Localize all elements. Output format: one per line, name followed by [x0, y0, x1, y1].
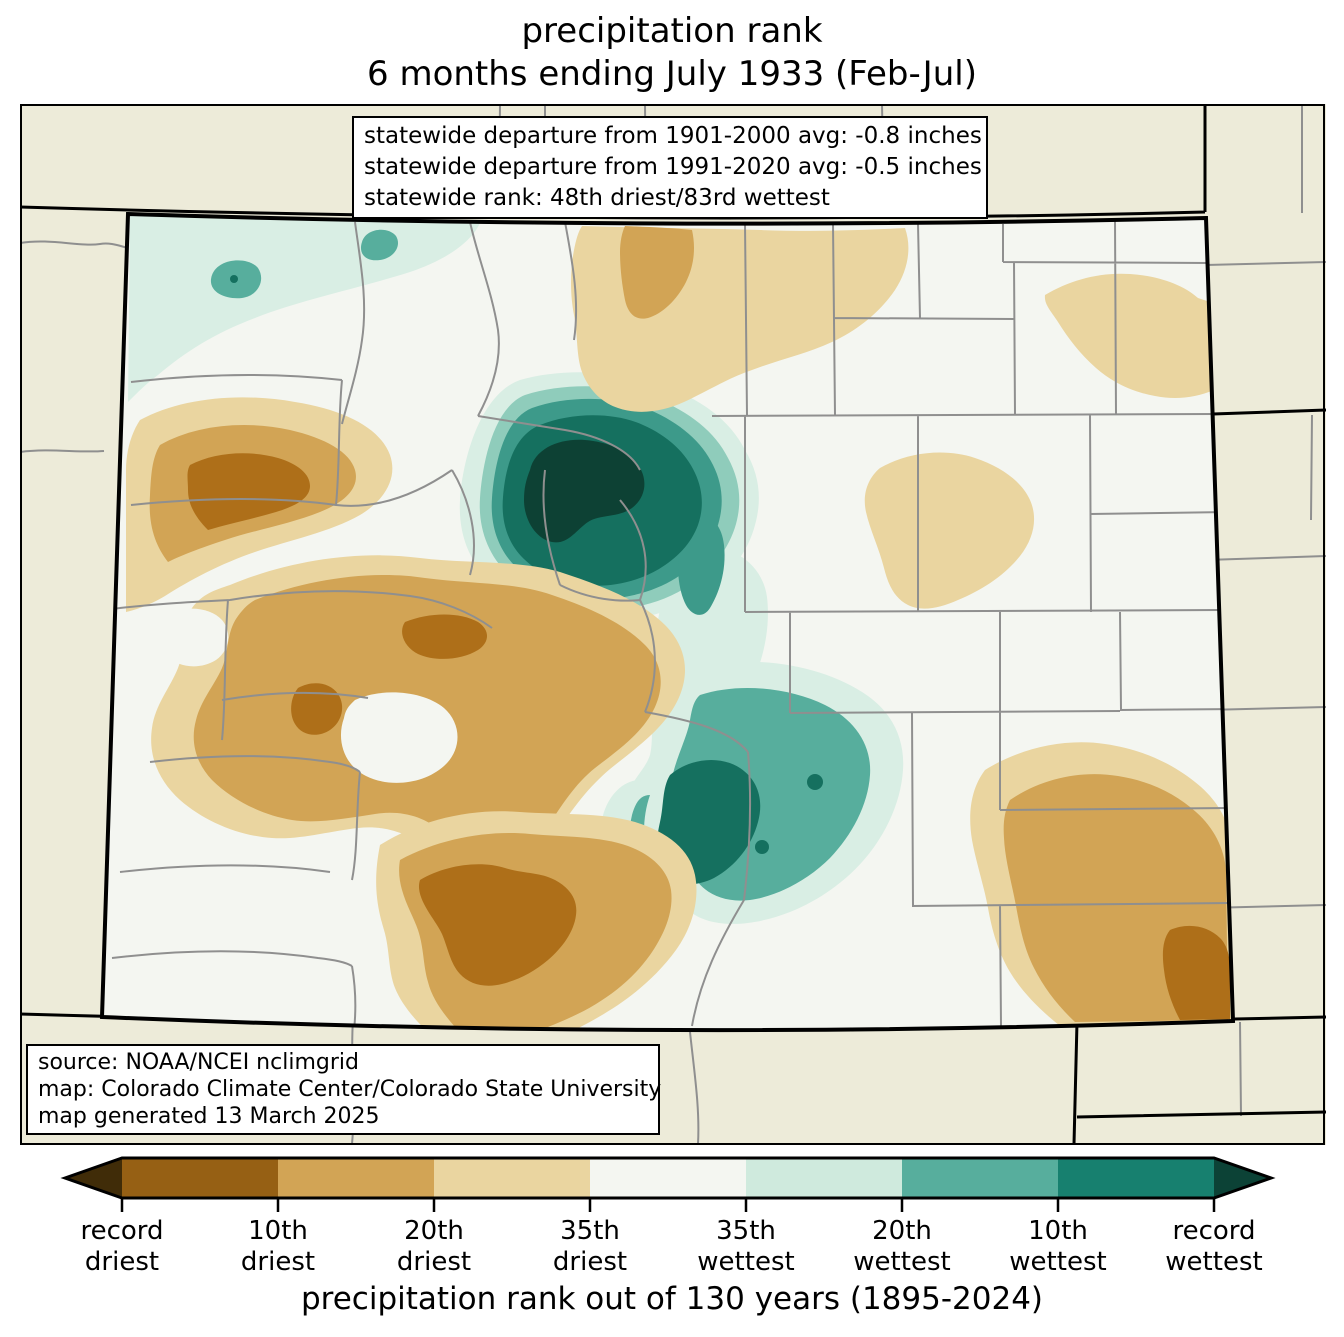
statewide-stats-box: statewide departure from 1901-2000 avg: … [352, 116, 988, 219]
page-title: precipitation rank 6 months ending July … [0, 10, 1344, 96]
record-wettest-arrow [1214, 1158, 1271, 1198]
legend-label-record-driest: record driest [80, 1216, 164, 1277]
source-line-3: map generated 13 March 2025 [38, 1104, 380, 1129]
colorbar-ticks [120, 1198, 1216, 1212]
stats-line-3: statewide rank: 48th driest/83rd wettest [364, 185, 830, 211]
colorado-state-border [99, 211, 1236, 1033]
legend-label-35th-wettest: 35th wettest [697, 1216, 795, 1277]
driest-35th-segment [434, 1158, 590, 1198]
source-box: source: NOAA/NCEI nclimgrid map: Colorad… [26, 1044, 662, 1135]
legend-caption: precipitation rank out of 130 years (189… [300, 1281, 1044, 1317]
wettest-20th-segment [902, 1158, 1058, 1198]
map-frame [20, 104, 1325, 1145]
wettest-10th-segment [1058, 1158, 1214, 1198]
legend-label-10th-wettest: 10th wettest [1009, 1216, 1107, 1277]
wettest-35th-segment [746, 1158, 902, 1198]
rank-regions [103, 216, 1233, 1031]
colorbar-segments [65, 1158, 1271, 1198]
legend-label-35th-driest: 35th driest [552, 1216, 628, 1277]
county-lines [103, 219, 1233, 1031]
stats-line-1: statewide departure from 1901-2000 avg: … [364, 123, 982, 149]
title-line-1: precipitation rank [521, 11, 823, 51]
legend-label-record-wettest: record wettest [1165, 1216, 1263, 1277]
colorbar [60, 1156, 1276, 1212]
legend-label-10th-driest: 10th driest [240, 1216, 316, 1277]
dry-regions [126, 226, 1233, 1031]
record-driest-arrow [65, 1158, 122, 1198]
source-line-1: source: NOAA/NCEI nclimgrid [38, 1050, 359, 1075]
wet-regions [128, 216, 904, 924]
driest-10th-segment [122, 1158, 278, 1198]
legend-label-20th-driest: 20th driest [396, 1216, 472, 1277]
source-line-2: map: Colorado Climate Center/Colorado St… [38, 1077, 662, 1102]
neutral-segment [590, 1158, 746, 1198]
driest-20th-segment [278, 1158, 434, 1198]
legend-label-20th-wettest: 20th wettest [853, 1216, 951, 1277]
colorado-precipitation-map [20, 104, 1326, 1145]
title-line-2: 6 months ending July 1933 (Feb-Jul) [367, 54, 977, 94]
stats-line-2: statewide departure from 1991-2020 avg: … [364, 154, 982, 180]
